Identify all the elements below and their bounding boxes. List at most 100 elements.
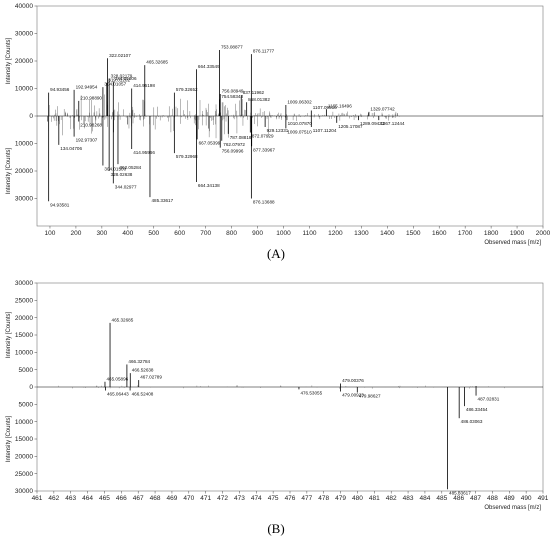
y-tick-label: 15000 [15,332,33,339]
x-tick-label: 489 [504,495,515,502]
peak-label: 858.01382 [248,97,270,102]
peak-label: 328.02179 [111,73,133,78]
peak-label: 664.34138 [198,183,220,188]
x-tick-label: 600 [174,230,185,237]
x-tick-label: 471 [200,495,211,502]
x-axis-label: Observed mass [m/z] [484,240,541,246]
peak-label: 304.01500 [104,167,126,172]
x-tick-label: 1300 [354,230,369,237]
peak-label: 485.33617 [151,198,173,203]
x-tick-label: 481 [369,495,380,502]
x-tick-label: 477 [301,495,312,502]
y-axis-label-bottom: Intensity [Counts] [6,147,12,194]
peak-label: 465.32685 [146,60,168,65]
y-tick-label: 5000 [19,402,34,409]
x-tick-label: 1600 [432,230,447,237]
x-tick-label: 800 [226,230,237,237]
x-tick-label: 479 [335,495,346,502]
peak-label: 1009.07510 [287,129,312,134]
x-tick-label: 474 [251,495,262,502]
peak-label: 876.13688 [253,200,275,205]
y-axis-label-top: Intensity [Counts] [6,311,12,358]
x-tick-label: 400 [122,230,133,237]
x-tick-label: 470 [183,495,194,502]
peak-label: 465.32685 [112,317,134,322]
peak-label: 466.52408 [132,391,154,396]
peak-label: 579.32968 [176,154,198,159]
x-tick-label: 487 [470,495,481,502]
y-tick-label: 0 [29,384,33,391]
x-tick-label: 478 [318,495,329,502]
peak-label: 479.98627 [359,394,381,399]
x-axis-label: Observed mass [m/z] [484,505,541,511]
x-tick-label: 200 [70,230,81,237]
peak-label: 192.94954 [76,84,98,89]
peak-label: 414.95198 [133,83,155,88]
peak-label: 479.00923 [342,393,364,398]
x-tick-label: 100 [45,230,56,237]
x-tick-label: 464 [82,495,93,502]
peak-label: 837.11962 [243,90,265,95]
peak-label: 210.98890 [80,95,102,100]
x-tick-label: 485 [436,495,447,502]
peak-label: 762.07972 [223,142,245,147]
peak-label: 328.02638 [111,172,133,177]
x-tick-label: 482 [386,495,397,502]
peak-label: 753.08877 [221,45,243,50]
peak-label: 1205.17087 [338,124,363,129]
x-tick-label: 2000 [536,230,550,237]
y-tick-label: 10000 [15,419,33,426]
peak-label: 756.08949 [222,89,244,94]
x-tick-label: 1400 [380,230,395,237]
y-tick-label: 25000 [15,298,33,305]
peak-label: 210.98268 [80,123,102,128]
peak-label: 929.12331 [267,128,289,133]
peak-label: 486.03063 [461,419,483,424]
peak-label: 414.95966 [133,150,155,155]
peak-label: 579.32652 [176,87,198,92]
x-tick-label: 490 [521,495,532,502]
peak-label: 466.32784 [128,359,150,364]
x-tick-label: 1500 [406,230,421,237]
panel-a-chart: 100 200 300 400 500 600 700 800 900 1000 1100 1200 1… [6,3,550,246]
peak-label: 466.52638 [132,368,154,373]
x-tick-label: 1900 [510,230,525,237]
y-tick-label: 10000 [15,141,33,148]
x-tick-label: 491 [538,495,549,502]
peak-label: 479.00376 [342,378,364,383]
peak-label: 319.01202 [108,78,130,83]
x-tick-label: 463 [65,495,76,502]
peak-label: 1165.16496 [328,104,352,109]
peak-label: 664.33549 [198,64,220,69]
y-tick-label: 10000 [15,350,33,357]
x-tick-label: 700 [200,230,211,237]
y-tick-label: 20000 [15,454,33,461]
panel-a-label: (A) [267,246,285,261]
x-tick-label: 300 [96,230,107,237]
x-tick-label: 476 [285,495,296,502]
x-tick-label: 480 [352,495,363,502]
peak-label: 487.02831 [478,397,500,402]
peak-label: 94.93456 [50,87,70,92]
peak-label: 1010.07870 [288,121,313,126]
x-tick-label: 1000 [276,230,291,237]
y-tick-label: 20000 [15,58,33,65]
x-tick-label: 462 [48,495,59,502]
y-tick-label: 30000 [15,31,33,38]
peak-label: 872.07929 [252,134,274,139]
peak-label: 94.93581 [50,202,70,207]
peak-label: 134.04706 [60,146,82,151]
x-tick-label: 468 [150,495,161,502]
peak-label: 362.05284 [119,165,141,170]
x-tick-label: 466 [116,495,127,502]
x-tick-label: 500 [148,230,159,237]
peak-label: 1009.06302 [287,100,312,105]
x-tick-label: 900 [252,230,263,237]
peak-label: 192.97307 [76,138,98,143]
peak-label: 787.08818 [230,135,252,140]
x-tick-label: 461 [32,495,43,502]
y-tick-label: 20000 [15,168,33,175]
peak-label: 304.01057 [104,82,126,87]
y-tick-label: 40000 [15,3,33,10]
